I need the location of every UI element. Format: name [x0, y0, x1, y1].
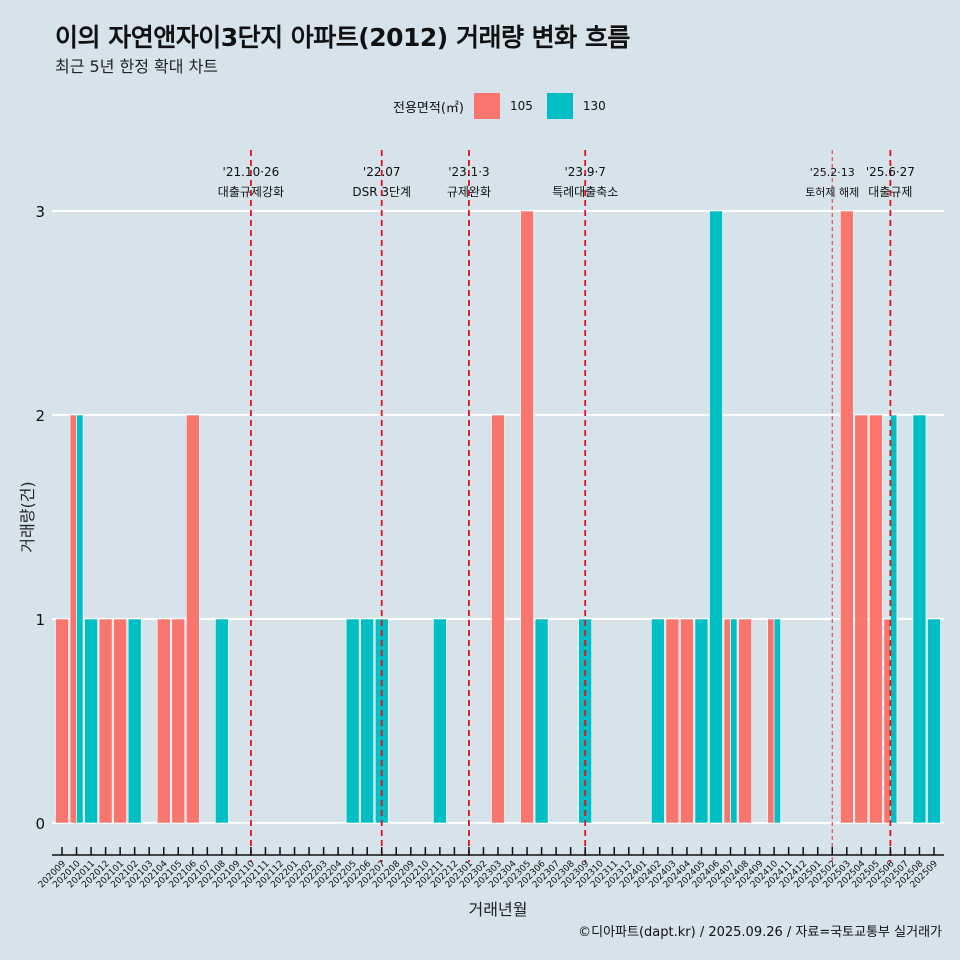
legend-label-105: 105	[509, 99, 533, 113]
bar-105-202408	[738, 618, 752, 824]
bar-105-202305	[520, 210, 534, 824]
chart-subtitle: 최근 5년 한정 확대 차트	[55, 57, 219, 76]
legend-title: 전용면적(㎡)	[393, 100, 464, 116]
annotation-labels: '21.10·26 대출규제강화 '22.07 DSR 3단계 '23.1·3 규제완화 '…	[218, 165, 915, 199]
bar-105-202012	[98, 618, 113, 824]
y-tick-label: 0	[35, 815, 45, 833]
annotation-label: 대출규제	[868, 185, 912, 199]
bar-105-202505	[869, 414, 883, 824]
bar-105-202504	[854, 414, 869, 824]
legend-key-105	[473, 93, 500, 119]
bar-105-202009	[55, 618, 69, 824]
bar-130-202306	[534, 618, 549, 824]
x-axis-title: 거래년월	[469, 900, 528, 919]
y-tick-label: 2	[35, 407, 45, 425]
bar-105-202101	[113, 618, 127, 824]
annotation-label: 규제완화	[447, 185, 491, 199]
bar-105-202503	[839, 210, 854, 824]
bar-105-202105	[171, 618, 186, 824]
bar-130-202108	[215, 618, 229, 824]
bar-130-202406	[709, 210, 723, 824]
y-tick-label: 3	[35, 203, 45, 221]
bar-130-202205	[345, 618, 360, 824]
bar-130-202506	[890, 414, 898, 824]
bar-105-202407	[723, 618, 731, 824]
bar-105-202106	[185, 414, 200, 824]
bars	[55, 210, 941, 824]
bar-130-202407	[730, 618, 738, 824]
annotation-label: DSR 3단계	[352, 185, 411, 199]
bar-130-202508	[912, 414, 927, 824]
x-axis: 2020092020102020112020122021012021022021…	[37, 847, 944, 890]
annotation-date: '21.10·26	[223, 165, 280, 179]
bar-105-202506	[883, 618, 891, 824]
annotation-date: '23.9·7	[564, 165, 605, 179]
annotation-date: '25.6·27	[866, 165, 915, 179]
bar-130-202102	[127, 618, 142, 824]
y-axis-title: 거래량(건)	[18, 481, 37, 552]
bar-105-202404	[680, 618, 694, 824]
bar-130-202211	[433, 618, 447, 824]
y-axis: 0 1 2 3	[35, 203, 45, 833]
bar-105-202403	[665, 618, 680, 824]
annotation-label: 토허제 해제	[805, 185, 859, 199]
annotation-date: '23.1·3	[448, 165, 489, 179]
bar-130-202405	[694, 618, 709, 824]
annotation-label: 대출규제강화	[218, 185, 284, 199]
annotation-lines	[250, 150, 892, 862]
annotation-label: 특례대출축소	[552, 185, 618, 199]
legend-label-130: 130	[582, 99, 606, 113]
bar-130-202509	[927, 618, 941, 824]
annotation-date: '25.2·13	[810, 166, 855, 179]
y-tick-label: 1	[35, 611, 45, 629]
chart-title: 이의 자연앤자이3단지 아파트(2012) 거래량 변화 흐름	[55, 23, 630, 52]
legend: 전용면적(㎡) 105 130	[393, 93, 620, 119]
bar-130-202206	[360, 618, 374, 824]
bar-105-202303	[491, 414, 505, 824]
bar-130-202410	[773, 618, 781, 824]
bar-130-202010	[76, 414, 84, 824]
bar-130-202402	[651, 618, 665, 824]
legend-key-130	[546, 93, 573, 119]
bar-105-202010	[69, 414, 77, 824]
bar-105-202104	[156, 618, 171, 824]
bar-105-202410	[767, 618, 775, 824]
bar-130-202011	[84, 618, 98, 824]
footer-credit: ©디아파트(dapt.kr) / 2025.09.26 / 자료=국토교통부 실…	[578, 925, 942, 940]
annotation-date: '22.07	[363, 165, 401, 179]
